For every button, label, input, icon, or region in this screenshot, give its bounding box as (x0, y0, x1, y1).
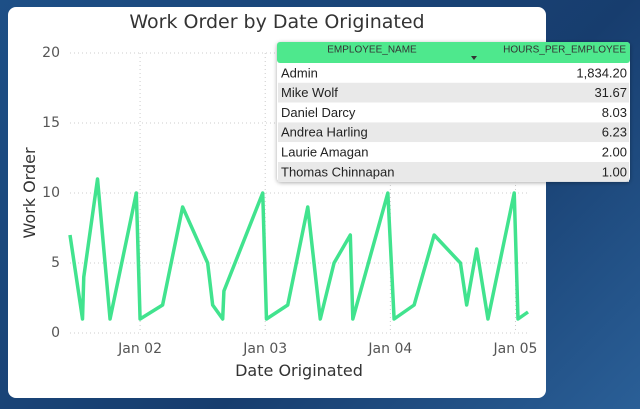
table-cell: 1.00 (602, 164, 627, 179)
plot: 0 5 10 15 20 Jan 02 Jan 03 Jan 04 Jan 05 (42, 45, 537, 357)
table-cell: 1,834.20 (576, 65, 627, 80)
y-axis-label: Work Order (20, 147, 39, 238)
table-cell: Laurie Amagan (281, 145, 368, 160)
x-tick-label: Jan 02 (117, 341, 162, 357)
table-cell: 8.03 (602, 105, 627, 120)
y-tick-label: 5 (51, 255, 60, 271)
table-cell: 6.23 (602, 125, 627, 140)
y-tick-label: 15 (42, 115, 60, 131)
y-tick-label: 20 (42, 45, 60, 61)
table-row (278, 63, 629, 83)
x-tick-label: Jan 03 (242, 341, 287, 357)
table-row (278, 122, 629, 143)
table-header (277, 42, 630, 63)
chart-title: Work Order by Date Originated (129, 11, 424, 33)
table-cell: Daniel Darcy (281, 105, 356, 120)
y-tick-label: 0 (51, 325, 60, 341)
column-header: EMPLOYEE_NAME (327, 45, 417, 56)
line (68, 177, 530, 321)
table-row (278, 102, 629, 123)
sort-arrow (471, 56, 477, 60)
table-cell: 2.00 (602, 145, 627, 160)
table-cell: Thomas Chinnapan (281, 164, 394, 179)
table-cell: Admin (281, 65, 318, 80)
table-cell: 31.67 (594, 85, 627, 100)
x-tick-label: Jan 04 (367, 341, 412, 357)
table: EMPLOYEE_NAME HOURS_PER_EMPLOYEE Admin 1,83… (277, 42, 630, 182)
y-tick-label: 10 (42, 185, 60, 201)
table-cell: Mike Wolf (281, 85, 338, 100)
x-tick-label: Jan 05 (493, 341, 538, 357)
table-cell: Andrea Harling (281, 125, 368, 140)
column-header: HOURS_PER_EMPLOYEE (503, 45, 626, 56)
x-axis-label: Date Originated (235, 361, 363, 380)
table-row (278, 162, 629, 182)
table-row (278, 82, 629, 103)
table-row (278, 142, 629, 162)
